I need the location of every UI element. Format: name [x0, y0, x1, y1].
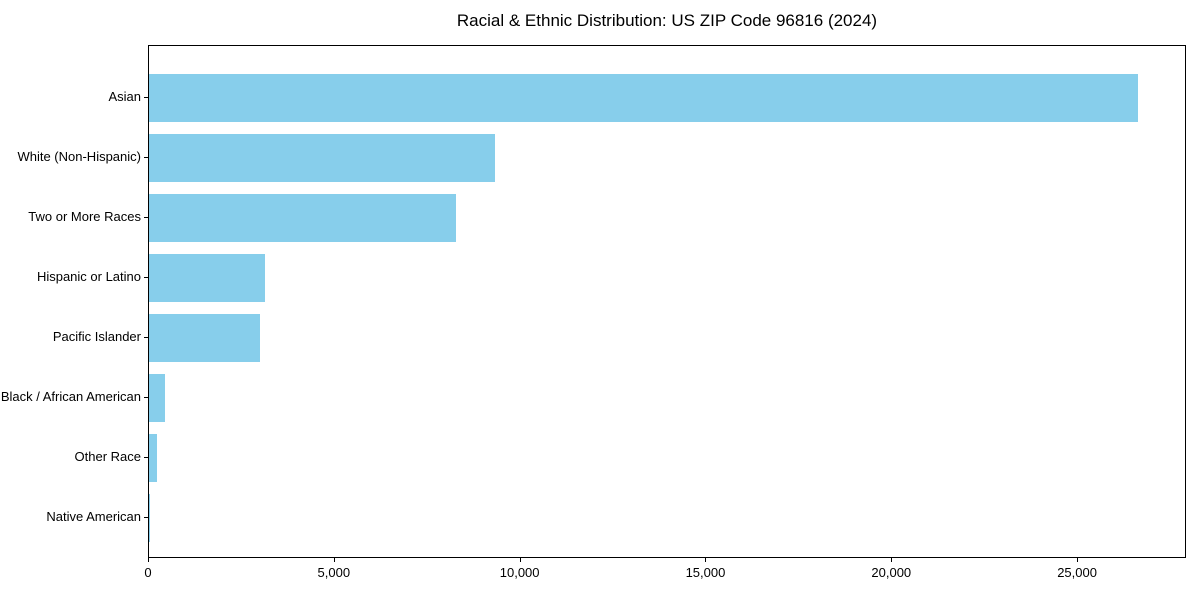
y-axis-label-native-american: Native American [46, 509, 141, 524]
x-tick-mark [333, 558, 335, 562]
x-tick-mark [519, 558, 521, 562]
plot-area [148, 45, 1186, 558]
y-tick-mark [144, 397, 148, 398]
x-tick-label: 5,000 [317, 565, 351, 580]
y-tick-mark [144, 97, 148, 98]
y-axis-label-pacific-islander: Pacific Islander [52, 329, 141, 344]
bar-other-race [149, 434, 157, 482]
y-tick-mark [144, 157, 148, 158]
y-axis-label-two-or-more-races: Two or More Races [28, 209, 141, 224]
x-tick-mark [1077, 558, 1079, 562]
bar-pacific-islander [149, 314, 261, 362]
y-tick-mark [144, 277, 148, 278]
y-tick-mark [144, 517, 148, 518]
bar-black-african-american [149, 374, 165, 422]
x-tick-mark [891, 558, 893, 562]
bar-two-or-more-races [149, 194, 456, 242]
x-tick-label: 15,000 [685, 565, 726, 580]
x-tick-label: 0 [144, 565, 152, 580]
x-tick-mark [148, 558, 149, 562]
x-tick-label: 25,000 [1057, 565, 1097, 580]
bar-hispanic-or-latino [149, 254, 265, 302]
chart-title: Racial & Ethnic Distribution: US ZIP Cod… [456, 11, 878, 30]
y-tick-mark [144, 337, 148, 338]
x-tick-mark [705, 558, 707, 562]
bar-asian [149, 74, 1138, 122]
y-axis-label-asian: Asian [108, 89, 141, 104]
y-tick-mark [144, 217, 148, 218]
y-axis-label-other-race: Other Race [74, 449, 141, 464]
y-axis-label-hispanic-or-latino: Hispanic or Latino [36, 269, 141, 284]
x-tick-label: 10,000 [499, 565, 540, 580]
x-tick-label: 20,000 [871, 565, 912, 580]
y-axis-label-black-african-american: Black / African American [0, 389, 141, 404]
bar-native-american [149, 494, 151, 542]
y-axis-label-white-non-hispanic: White (Non-Hispanic) [17, 149, 141, 164]
bar-white-non-hispanic [149, 134, 495, 182]
y-tick-mark [144, 457, 148, 458]
